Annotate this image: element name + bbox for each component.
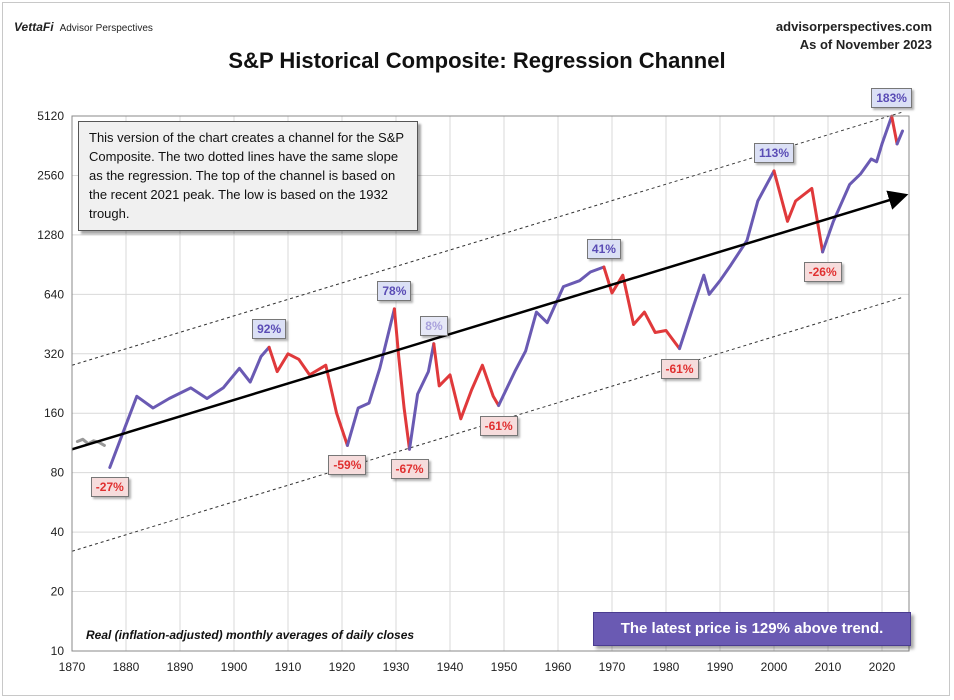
- y-tick-label: 10: [51, 644, 65, 658]
- y-tick-label: 20: [51, 585, 65, 599]
- series-down-segment: [392, 307, 411, 451]
- x-tick-label: 1990: [707, 660, 734, 674]
- y-tick-label: 2560: [37, 168, 64, 182]
- annotation-label: 92%: [252, 319, 287, 340]
- series-up-segment: [345, 307, 396, 447]
- latest-price-badge: The latest price is 129% above trend.: [593, 612, 911, 646]
- price-series: [75, 114, 904, 469]
- y-tick-label: 5120: [37, 109, 64, 123]
- y-tick-label: 160: [44, 406, 64, 420]
- x-tick-label: 1890: [167, 660, 194, 674]
- trend-line: [71, 190, 909, 451]
- annotation-label: -59%: [328, 455, 367, 476]
- x-tick-label: 1950: [491, 660, 518, 674]
- series-down-segment: [890, 114, 899, 146]
- plot-border: [71, 115, 910, 652]
- series-up-segment: [895, 129, 904, 146]
- x-tick-label: 2020: [869, 660, 896, 674]
- series-up-segment: [497, 265, 606, 407]
- trend: [71, 190, 909, 451]
- y-tick-label: 1280: [37, 228, 64, 242]
- annotation-label: -27%: [90, 477, 129, 498]
- annotation-label: 113%: [754, 142, 795, 163]
- series-up-segment: [821, 114, 894, 254]
- brand-sub: Advisor Perspectives: [59, 23, 153, 34]
- series-down-segment: [267, 345, 349, 447]
- annotation-label: -61%: [660, 358, 699, 379]
- as-of-date: As of November 2023: [799, 37, 932, 52]
- site-info: advisorperspectives.com As of November 2…: [776, 18, 932, 54]
- y-tick-label: 320: [44, 347, 64, 361]
- x-tick-label: 1920: [329, 660, 356, 674]
- brand-logo: VettaFi: [14, 20, 54, 34]
- chart-title: S&P Historical Composite: Regression Cha…: [228, 48, 726, 73]
- series-down-segment: [772, 169, 825, 254]
- annotation-label: 8%: [420, 315, 448, 336]
- annotation-label: 183%: [871, 88, 912, 109]
- site-url: advisorperspectives.com: [775, 19, 932, 34]
- x-tick-label: 1870: [59, 660, 86, 674]
- annotation-label: 78%: [377, 280, 412, 301]
- x-tick-label: 1910: [275, 660, 302, 674]
- x-tick-label: 1900: [221, 660, 248, 674]
- x-tick-label: 2010: [815, 660, 842, 674]
- annotation-label: -67%: [390, 459, 429, 480]
- channel-upper-line: [71, 111, 904, 366]
- axis-labels: 10 20 40 80 160 320 640 1280 2560 5120 1870 1880 189…: [37, 109, 895, 674]
- x-tick-label: 1880: [113, 660, 140, 674]
- series-up-segment: [108, 345, 271, 469]
- brand: VettaFi Advisor Perspectives: [14, 20, 153, 34]
- series-down-segment: [602, 265, 681, 351]
- y-tick-label: 40: [51, 525, 65, 539]
- annotation-label: -61%: [479, 415, 518, 436]
- x-tick-label: 1930: [383, 660, 410, 674]
- y-tick-label: 640: [44, 287, 64, 301]
- x-tick-label: 1980: [653, 660, 680, 674]
- annotation-label: -26%: [803, 261, 842, 282]
- x-tick-label: 1960: [545, 660, 572, 674]
- series-up-segment: [408, 342, 436, 451]
- annotation-label: 41%: [586, 239, 621, 260]
- note-box: This version of the chart creates a chan…: [78, 121, 418, 231]
- x-tick-label: 1940: [437, 660, 464, 674]
- series-up-segment: [678, 169, 776, 351]
- y-tick-label: 80: [51, 466, 65, 480]
- x-tick-label: 1970: [599, 660, 626, 674]
- series-down-segment: [432, 342, 501, 421]
- footnote: Real (inflation-adjusted) monthly averag…: [86, 628, 415, 642]
- x-tick-label: 2000: [761, 660, 788, 674]
